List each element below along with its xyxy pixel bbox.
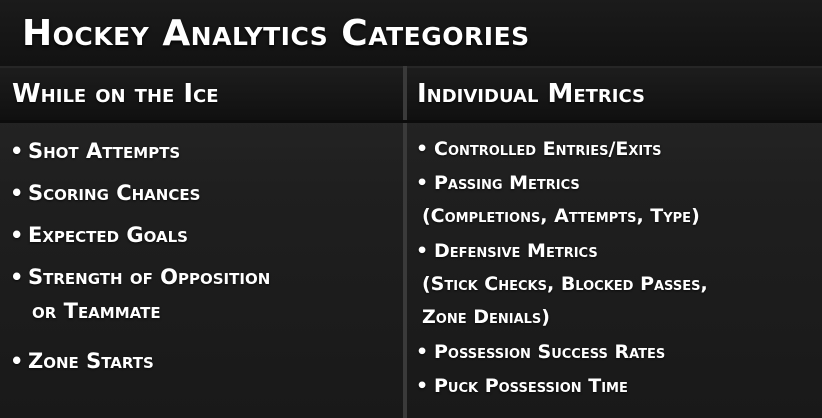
list-item-text: Puck Possession Time <box>434 375 628 397</box>
list-item: • Passing Metrics (Completions, Attempts,… <box>416 172 708 240</box>
right-column-heading: Individual Metrics <box>417 79 645 109</box>
heading-divider <box>0 120 822 123</box>
bullet-icon: • <box>416 138 429 160</box>
title-bar <box>0 0 822 66</box>
list-item: • Scoring Chances <box>10 182 270 224</box>
list-item: • Strength of Opposition or Teammate <box>10 266 270 350</box>
list-item-text: Passing Metrics <box>434 172 580 194</box>
right-heading-bar <box>407 68 822 120</box>
list-item-text: Expected Goals <box>28 223 188 247</box>
list-item: • Controlled Entries/Exits <box>416 138 708 172</box>
list-item-text: Controlled Entries/Exits <box>434 138 662 160</box>
bullet-icon: • <box>10 349 24 373</box>
bullet-icon: • <box>416 240 429 262</box>
list-item: • Shot Attempts <box>10 140 270 182</box>
list-item-text: Strength of Opposition <box>28 265 271 289</box>
list-item-text: Defensive Metrics <box>434 240 598 262</box>
bullet-icon: • <box>416 172 429 194</box>
list-item: • Defensive Metrics (Stick Checks, Blocke… <box>416 240 708 341</box>
bullet-icon: • <box>10 223 24 247</box>
list-item: • Possession Success Rates <box>416 341 708 375</box>
column-divider <box>403 66 407 418</box>
right-bullet-list: • Controlled Entries/Exits • Passing Metri… <box>416 138 708 409</box>
left-column-heading: While on the Ice <box>12 79 219 109</box>
list-item-text: Shot Attempts <box>28 139 181 163</box>
bullet-icon: • <box>10 139 24 163</box>
list-item-continuation: (Stick Checks, Blocked Passes, <box>422 273 708 295</box>
list-item-continuation: (Completions, Attempts, Type) <box>422 205 700 227</box>
bullet-icon: • <box>10 181 24 205</box>
list-item-continuation: or Teammate <box>32 299 161 323</box>
list-item-text: Zone Starts <box>28 349 154 373</box>
bullet-icon: • <box>416 341 429 363</box>
list-item: • Expected Goals <box>10 224 270 266</box>
bullet-icon: • <box>416 375 429 397</box>
slide-title: Hockey Analytics Categories <box>22 13 530 54</box>
list-item-text: Possession Success Rates <box>434 341 666 363</box>
bullet-icon: • <box>10 265 24 289</box>
list-item-text: Scoring Chances <box>28 181 201 205</box>
list-item-continuation: Zone Denials) <box>422 306 550 328</box>
left-heading-bar <box>0 68 403 120</box>
list-item: • Zone Starts <box>10 350 270 392</box>
list-item: • Puck Possession Time <box>416 375 708 409</box>
left-bullet-list: • Shot Attempts • Scoring Chances • Expecte… <box>10 140 270 392</box>
